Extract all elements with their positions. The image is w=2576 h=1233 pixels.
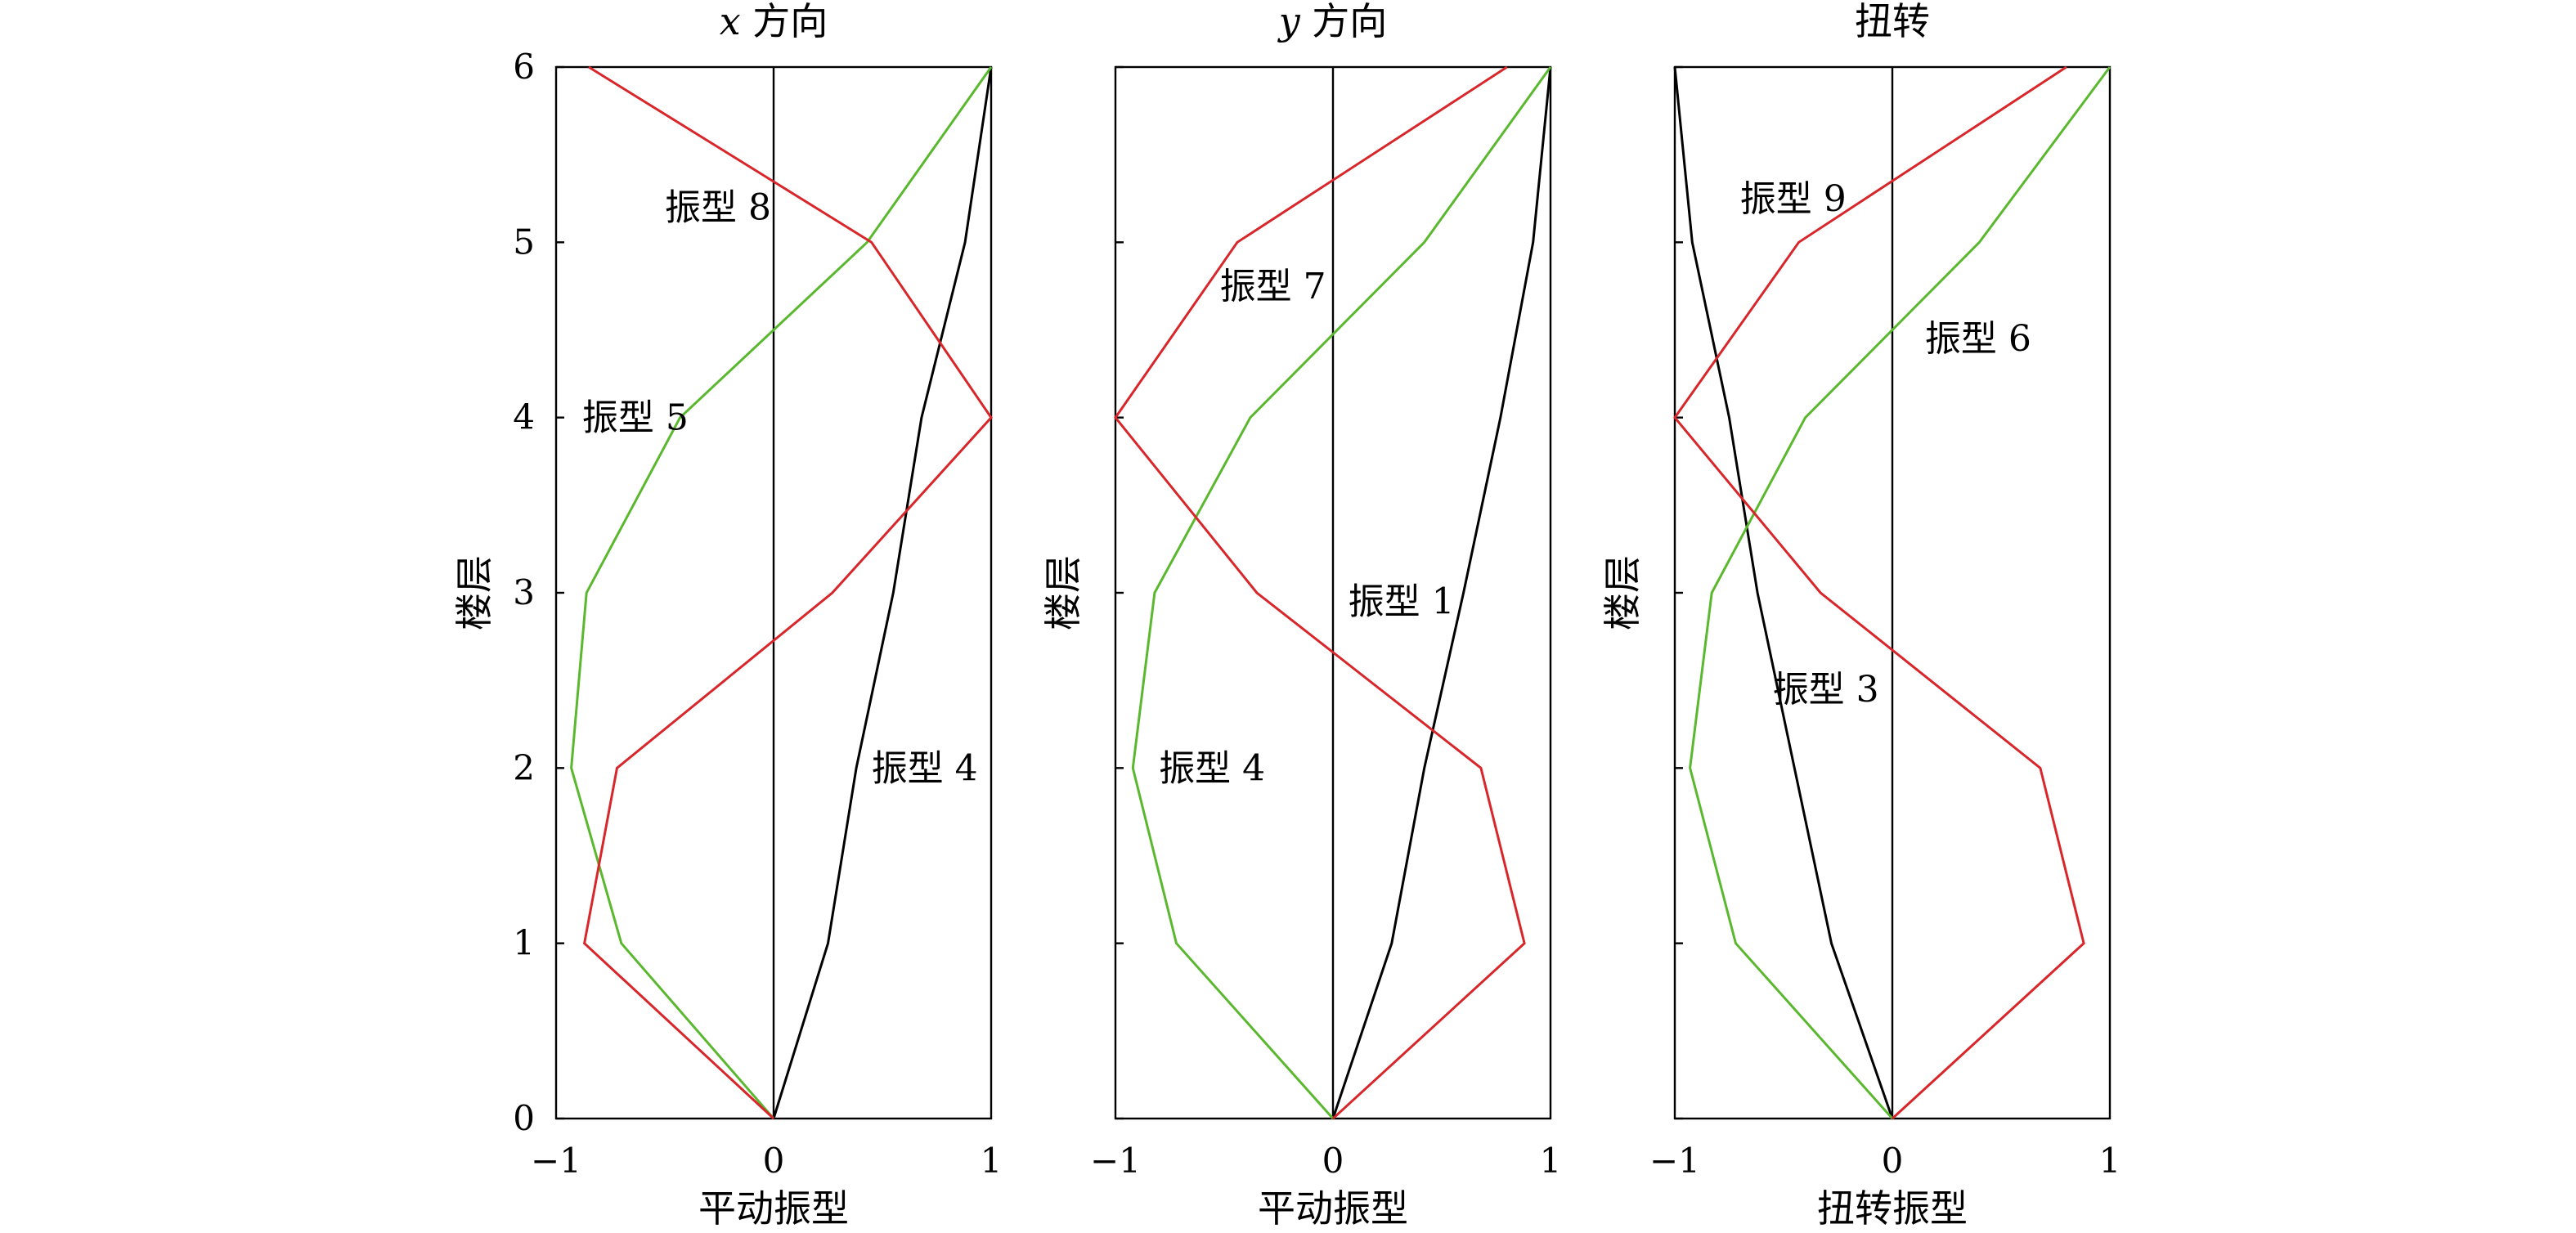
mode-label: 振型 5 [582, 397, 689, 439]
x-tick-label: 0 [1882, 1141, 1904, 1181]
series-line-3 [1673, 65, 2085, 1120]
y-tick-label: 1 [513, 923, 535, 963]
series-line-3 [582, 65, 993, 1120]
x-tick-label: −1 [531, 1141, 581, 1181]
y-tick-label: 4 [513, 397, 535, 437]
mode-label: 振型 4 [1159, 747, 1265, 789]
x-axis-label: 平动振型 [1258, 1186, 1408, 1231]
panel-title: 扭转 [1855, 0, 1930, 43]
series-line-1 [1331, 66, 1552, 1119]
title-variable: x [720, 0, 741, 43]
mode-label: 振型 6 [1925, 318, 2031, 360]
y-tick-label: 6 [513, 47, 535, 87]
title-text: 方向 [741, 0, 828, 43]
x-tick-label: 0 [1322, 1141, 1344, 1181]
series-line-1 [1673, 66, 1894, 1119]
x-tick-label: −1 [1090, 1141, 1141, 1181]
series-line-2 [1689, 66, 2112, 1119]
mode-label: 振型 9 [1740, 178, 1847, 220]
x-tick-label: 1 [981, 1141, 1003, 1181]
mode-label: 振型 4 [872, 747, 978, 789]
x-tick-label: 0 [763, 1141, 785, 1181]
series-line-2 [1131, 66, 1552, 1119]
x-axis-label: 扭转振型 [1817, 1186, 1968, 1231]
series-line-2 [570, 66, 993, 1119]
x-tick-label: 1 [2099, 1141, 2121, 1181]
y-tick-label: 5 [513, 222, 535, 262]
x-tick-label: −1 [1649, 1141, 1700, 1181]
mode-label: 振型 7 [1220, 266, 1326, 307]
series-line-1 [772, 66, 993, 1119]
y-tick-label: 0 [513, 1098, 535, 1138]
x-tick-label: 1 [1540, 1141, 1562, 1181]
panel-title: x 方向 [720, 0, 828, 43]
title-text: 扭转 [1855, 0, 1930, 43]
y-axis-label: 楼层 [452, 555, 496, 630]
mode-label: 振型 1 [1349, 581, 1455, 623]
title-text: 方向 [1300, 0, 1388, 43]
y-axis-label: 楼层 [1600, 555, 1645, 630]
mode-label: 振型 8 [665, 186, 771, 228]
x-axis-label: 平动振型 [698, 1186, 849, 1231]
panel-title: y 方向 [1277, 0, 1388, 43]
mode-label: 振型 3 [1773, 669, 1879, 711]
title-variable: y [1277, 0, 1301, 43]
y-tick-label: 3 [513, 572, 535, 612]
series-line-3 [1114, 65, 1526, 1120]
y-tick-label: 2 [513, 747, 535, 787]
y-axis-label: 楼层 [1041, 555, 1085, 630]
